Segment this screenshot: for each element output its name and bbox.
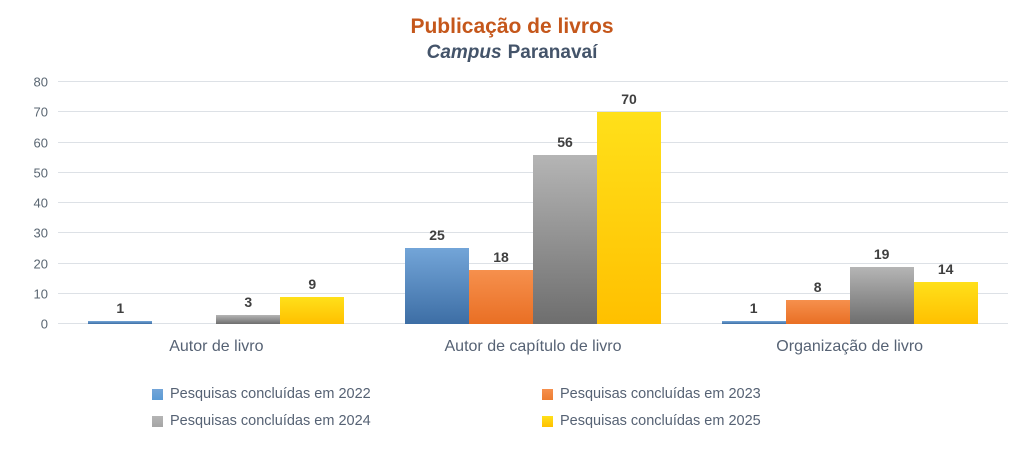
bar-slot: 25 [405,82,469,324]
bar-slot [152,82,216,324]
legend-item: Pesquisas concluídas em 2022 [152,386,542,402]
bar [469,269,533,324]
data-label: 25 [429,227,445,244]
category-label: Autor de livro [169,338,264,355]
data-label: 56 [557,133,573,150]
bar [597,112,661,324]
bar [88,320,153,324]
plot-area: 1 3 9 25 18 56 70 1 8 19 14 [58,81,1008,324]
legend-swatch-icon [542,415,553,427]
data-label: 14 [937,260,954,277]
legend: Pesquisas concluídas em 2022 Pesquisas co… [152,386,1024,429]
bar-slot: 14 [913,82,978,324]
legend-swatch-icon [152,415,163,427]
category-label: Autor de capítulo de livro [444,338,622,355]
bar-group: 1 8 19 14 [691,82,1008,324]
legend-item: Pesquisas concluídas em 2024 [152,413,542,429]
bar [913,281,978,324]
bar-slot: 18 [469,82,533,324]
category-axis: Autor de livro Autor de capítulo de livro… [58,338,1008,356]
chart-subtitle-location: Paranavaí [507,42,598,63]
bar-slot: 56 [533,82,597,324]
bar-slot: 19 [849,82,914,324]
data-label: 3 [244,293,253,310]
legend-label: Pesquisas concluídas em 2023 [560,386,761,402]
bar [721,320,786,324]
y-tick-label: 30 [33,225,48,241]
bar [216,314,281,324]
bar [405,248,469,324]
legend-label: Pesquisas concluídas em 2025 [560,413,761,429]
data-label: 9 [308,275,317,292]
bar-chart: 0 10 20 30 40 50 60 70 80 1 3 9 25 18 56 70 1 8 19 14 Auto… [12,76,1008,356]
bar-slot: 1 [88,82,153,324]
gridline [58,111,1008,113]
bar-slot: 8 [785,82,850,324]
y-tick-label: 60 [33,135,48,150]
bar-slot: 70 [597,82,661,324]
data-label: 1 [116,299,125,316]
legend-label: Pesquisas concluídas em 2022 [170,386,371,402]
groups: 1 3 9 25 18 56 70 1 8 19 14 [58,82,1008,324]
bar [785,299,850,324]
bar-slot: 3 [216,82,281,324]
chart-subtitle-campus: Campus [426,42,502,63]
legend-item: Pesquisas concluídas em 2025 [542,413,1024,429]
bar-slot: 9 [280,82,345,324]
y-tick-label: 10 [33,286,48,302]
y-tick-label: 20 [33,256,48,271]
bar [533,154,597,324]
y-tick-label: 80 [33,74,48,90]
category-label: Organização de livro [776,338,924,355]
legend-item: Pesquisas concluídas em 2023 [542,386,1024,402]
legend-swatch-icon [542,388,553,400]
chart-subtitle: Campus Paranavaí [0,40,1024,66]
gridline [58,141,1008,143]
data-label: 8 [813,278,822,295]
data-label: 70 [621,91,637,108]
bar-slot: 1 [721,82,786,324]
bar-group: 25 18 56 70 [375,82,692,324]
y-tick-label: 70 [33,104,48,120]
data-label: 18 [493,248,509,265]
chart-title: Publicação de livros [410,15,614,38]
data-label: 19 [873,245,890,262]
legend-label: Pesquisas concluídas em 2024 [170,413,371,429]
y-tick-label: 0 [40,316,48,332]
gridline [58,81,1008,82]
bar [280,296,345,324]
y-tick-label: 40 [33,195,48,211]
plot-row: 0 10 20 30 40 50 60 70 80 1 3 9 25 18 56 70 1 8 19 14 [12,76,1008,331]
y-tick-label: 50 [33,165,48,181]
bar [849,266,914,324]
y-axis: 0 10 20 30 40 50 60 70 80 [12,76,58,331]
data-label: 1 [749,299,758,316]
legend-swatch-icon [152,388,163,400]
bar-group: 1 3 9 [58,82,375,324]
